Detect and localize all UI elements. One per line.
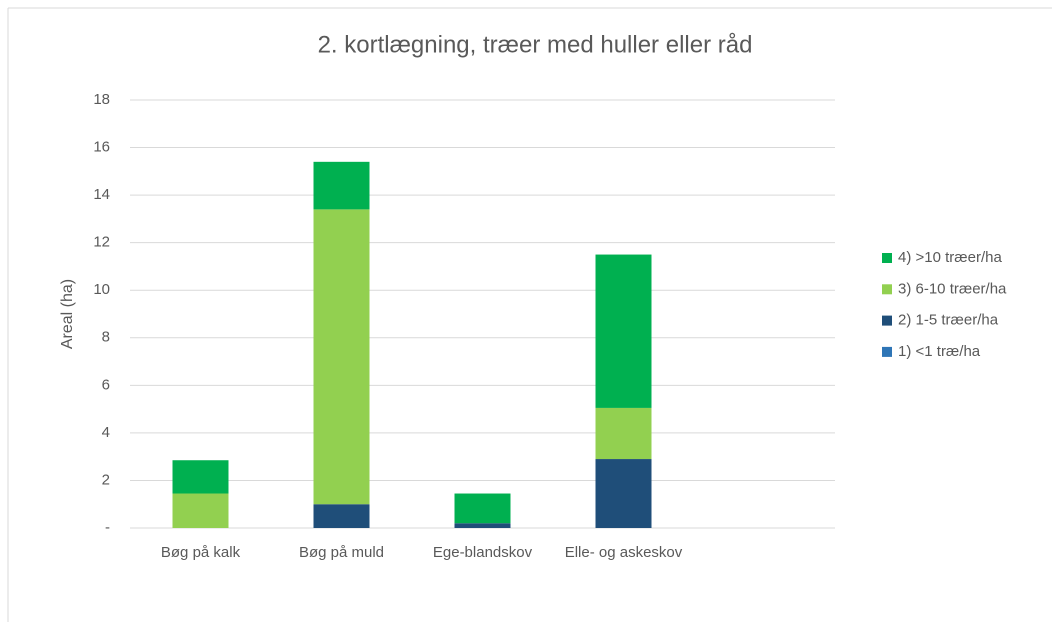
y-tick-label: 18 xyxy=(93,91,110,108)
bar-segment xyxy=(595,459,652,528)
y-tick-label: 2 xyxy=(102,471,110,488)
bar-segment xyxy=(454,523,511,528)
bar-segment xyxy=(313,504,370,528)
y-tick-label: 4 xyxy=(102,424,110,441)
bar-segment xyxy=(595,254,652,408)
bar-segment xyxy=(454,493,511,524)
y-tick-label: 16 xyxy=(93,139,110,156)
legend-label: 2) 1-5 træer/ha xyxy=(898,312,999,329)
chart-title: 2. kortlægning, træer med huller eller r… xyxy=(318,31,753,58)
legend-label: 4) >10 træer/ha xyxy=(898,249,1002,266)
legend-swatch xyxy=(882,284,892,295)
x-tick-label: Bøg på kalk xyxy=(161,544,241,561)
y-tick-label: 6 xyxy=(102,376,110,393)
bar-segment xyxy=(595,407,652,460)
legend-swatch xyxy=(882,315,892,326)
bar-segment xyxy=(172,493,229,528)
y-tick-label: 10 xyxy=(93,281,110,298)
y-axis-label: Areal (ha) xyxy=(59,279,76,349)
bar-segment xyxy=(313,161,370,210)
y-tick-label: - xyxy=(105,519,110,536)
bar-segment xyxy=(172,460,229,494)
x-tick-label: Ege-blandskov xyxy=(433,544,533,561)
x-tick-label: Bøg på muld xyxy=(299,544,384,561)
x-tick-label: Elle- og askeskov xyxy=(565,544,683,561)
legend-label: 3) 6-10 træer/ha xyxy=(898,280,1007,297)
legend-swatch xyxy=(882,346,892,357)
bar-segment xyxy=(313,209,370,505)
legend-swatch xyxy=(882,253,892,263)
legend-label: 1) <1 træ/ha xyxy=(898,343,981,360)
y-tick-label: 14 xyxy=(93,186,110,203)
y-tick-label: 12 xyxy=(93,234,110,251)
y-tick-label: 8 xyxy=(102,329,110,346)
